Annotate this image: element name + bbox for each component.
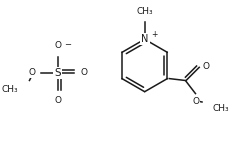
- Text: O: O: [28, 68, 35, 77]
- Text: −: −: [64, 40, 71, 49]
- Text: O: O: [54, 41, 61, 50]
- Text: O: O: [81, 68, 87, 77]
- Text: O: O: [54, 96, 61, 105]
- Text: +: +: [150, 30, 156, 39]
- Text: S: S: [54, 68, 61, 78]
- Text: N: N: [140, 34, 148, 44]
- Text: CH₃: CH₃: [211, 104, 228, 113]
- Text: CH₃: CH₃: [136, 7, 152, 16]
- Text: CH₃: CH₃: [2, 85, 18, 94]
- Text: O: O: [202, 62, 209, 71]
- Text: O: O: [192, 97, 199, 106]
